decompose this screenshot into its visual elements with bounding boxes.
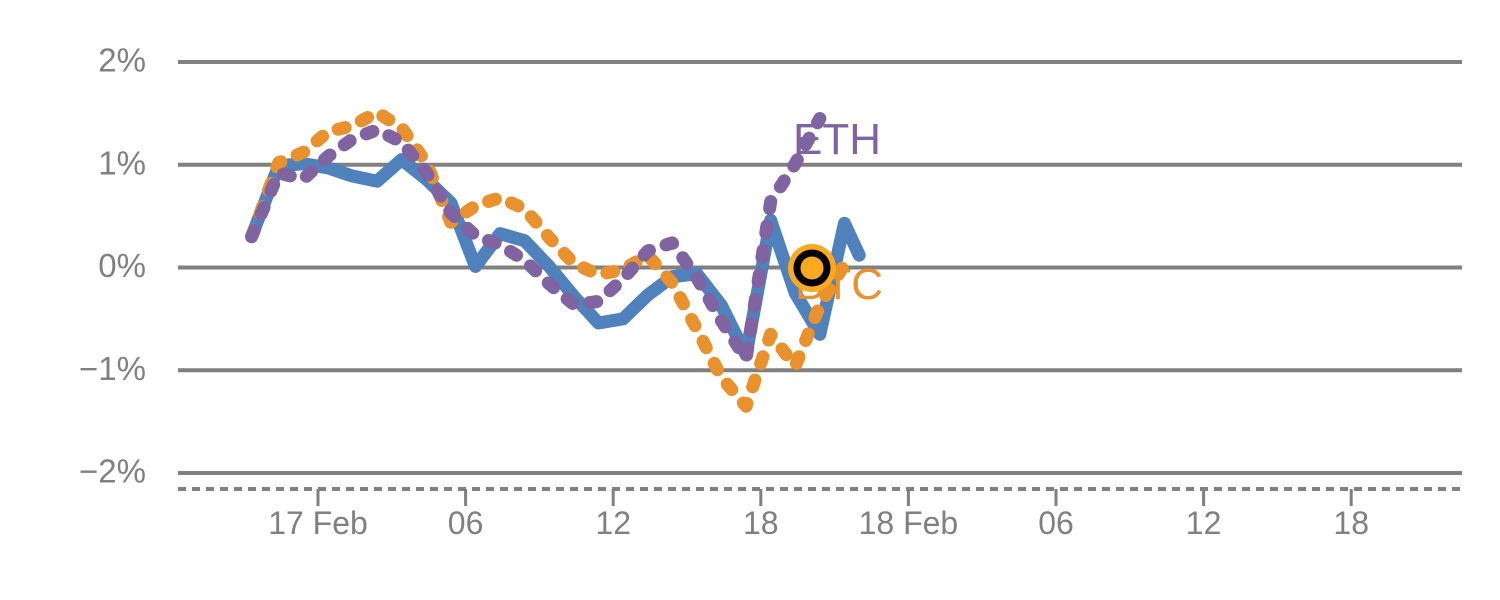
series-line-eth (245, 112, 827, 366)
y-tick-label: −2% (79, 453, 146, 490)
series-label-eth: ETH (793, 115, 881, 164)
y-tick-label: 0% (98, 247, 146, 284)
y-axis-tick-labels: 2% 1% 0% −1% −2% (79, 42, 146, 490)
series-line-index (245, 153, 866, 362)
x-tick-label: 06 (448, 505, 484, 541)
y-tick-label: 2% (98, 42, 146, 79)
x-tick-label: 06 (1038, 505, 1074, 541)
endpoint-marker[interactable] (788, 244, 836, 292)
x-axis (178, 487, 1462, 506)
x-axis-tick-labels: 17 Feb 06 12 18 18 Feb 06 12 18 (268, 505, 1369, 541)
data-series (245, 105, 866, 413)
x-tick-label: 12 (595, 505, 631, 541)
x-tick-label: 18 (743, 505, 779, 541)
x-tick-label: 18 (1333, 505, 1369, 541)
x-tick-label: 12 (1186, 505, 1222, 541)
y-tick-label: −1% (79, 350, 146, 387)
y-tick-label: 1% (98, 144, 146, 181)
series-line-btc (245, 105, 851, 413)
x-tick-label: 17 Feb (268, 505, 368, 541)
x-tick-label: 18 Feb (859, 505, 959, 541)
marker-ring-icon (793, 249, 831, 287)
